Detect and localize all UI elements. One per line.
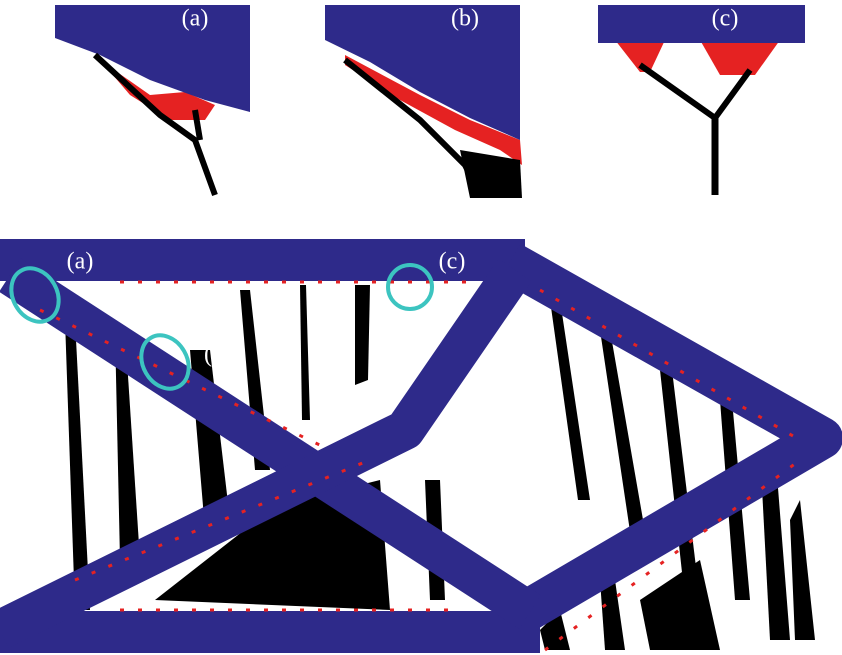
panel-c: (c) bbox=[598, 5, 805, 195]
callout-label: (a) bbox=[67, 249, 94, 275]
callout-label: (c) bbox=[439, 249, 466, 275]
panel-b: (b) bbox=[325, 5, 522, 198]
shape bbox=[355, 285, 370, 385]
panel-label: (c) bbox=[712, 6, 739, 32]
main-structure: (a) (b) (c) bbox=[0, 249, 822, 651]
shape bbox=[640, 560, 720, 650]
figure: (a) (b) (c) bbox=[0, 0, 842, 655]
panel-a: (a) bbox=[55, 5, 250, 195]
shape bbox=[600, 580, 625, 650]
shape bbox=[550, 300, 590, 500]
tree-branches bbox=[65, 285, 815, 650]
shape bbox=[790, 500, 815, 640]
panel-label: (b) bbox=[451, 6, 479, 32]
shape bbox=[300, 285, 310, 420]
boundary bbox=[700, 40, 780, 75]
panel-label: (a) bbox=[182, 6, 209, 32]
solid bbox=[598, 5, 805, 43]
callout-label: (b) bbox=[204, 342, 232, 368]
